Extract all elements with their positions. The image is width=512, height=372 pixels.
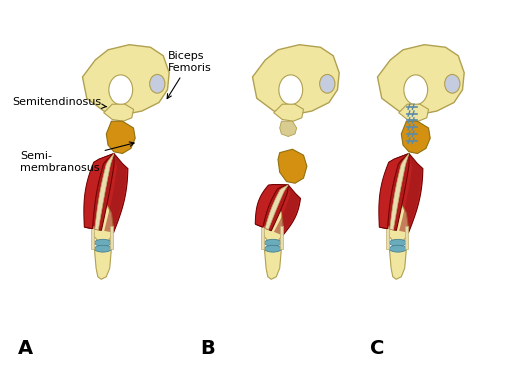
Polygon shape [252, 45, 339, 115]
Polygon shape [264, 249, 282, 279]
Polygon shape [261, 226, 264, 249]
Ellipse shape [404, 75, 428, 105]
Ellipse shape [279, 75, 303, 105]
Polygon shape [84, 154, 114, 229]
Polygon shape [91, 226, 94, 249]
Ellipse shape [264, 239, 282, 246]
Polygon shape [379, 154, 409, 229]
Polygon shape [94, 249, 112, 279]
Polygon shape [386, 226, 390, 249]
Polygon shape [82, 45, 169, 115]
Polygon shape [280, 226, 283, 249]
Polygon shape [90, 154, 114, 230]
Ellipse shape [94, 239, 112, 246]
Polygon shape [385, 154, 409, 230]
Polygon shape [263, 205, 283, 243]
Polygon shape [84, 154, 114, 230]
Polygon shape [280, 121, 296, 137]
Text: A: A [18, 339, 33, 358]
Ellipse shape [150, 74, 165, 93]
Polygon shape [380, 154, 409, 230]
Polygon shape [261, 185, 288, 231]
Polygon shape [274, 104, 304, 121]
Polygon shape [390, 154, 409, 230]
Polygon shape [399, 104, 429, 121]
Polygon shape [255, 185, 288, 227]
Ellipse shape [319, 74, 335, 93]
Polygon shape [392, 154, 423, 232]
Polygon shape [265, 185, 288, 230]
Ellipse shape [390, 239, 407, 246]
Polygon shape [399, 154, 421, 232]
Text: Semitendinosus: Semitendinosus [12, 97, 106, 108]
Text: C: C [370, 339, 385, 358]
Polygon shape [274, 185, 299, 235]
Ellipse shape [94, 245, 112, 252]
Polygon shape [93, 205, 113, 243]
Text: Semi-
membranosus: Semi- membranosus [20, 142, 134, 173]
Polygon shape [256, 185, 288, 231]
Ellipse shape [109, 75, 133, 105]
Ellipse shape [264, 245, 282, 252]
Polygon shape [95, 154, 114, 230]
Polygon shape [404, 226, 408, 249]
Polygon shape [106, 121, 135, 154]
Polygon shape [377, 45, 464, 115]
Ellipse shape [390, 245, 407, 252]
Polygon shape [104, 104, 134, 121]
Polygon shape [390, 249, 407, 279]
Text: B: B [200, 339, 215, 358]
Polygon shape [110, 226, 113, 249]
Polygon shape [97, 154, 128, 232]
Polygon shape [267, 185, 301, 235]
Text: Biceps
Femoris: Biceps Femoris [167, 51, 212, 99]
Ellipse shape [444, 74, 460, 93]
Polygon shape [278, 149, 307, 183]
Polygon shape [388, 205, 408, 243]
Polygon shape [104, 154, 126, 232]
Polygon shape [401, 121, 430, 154]
